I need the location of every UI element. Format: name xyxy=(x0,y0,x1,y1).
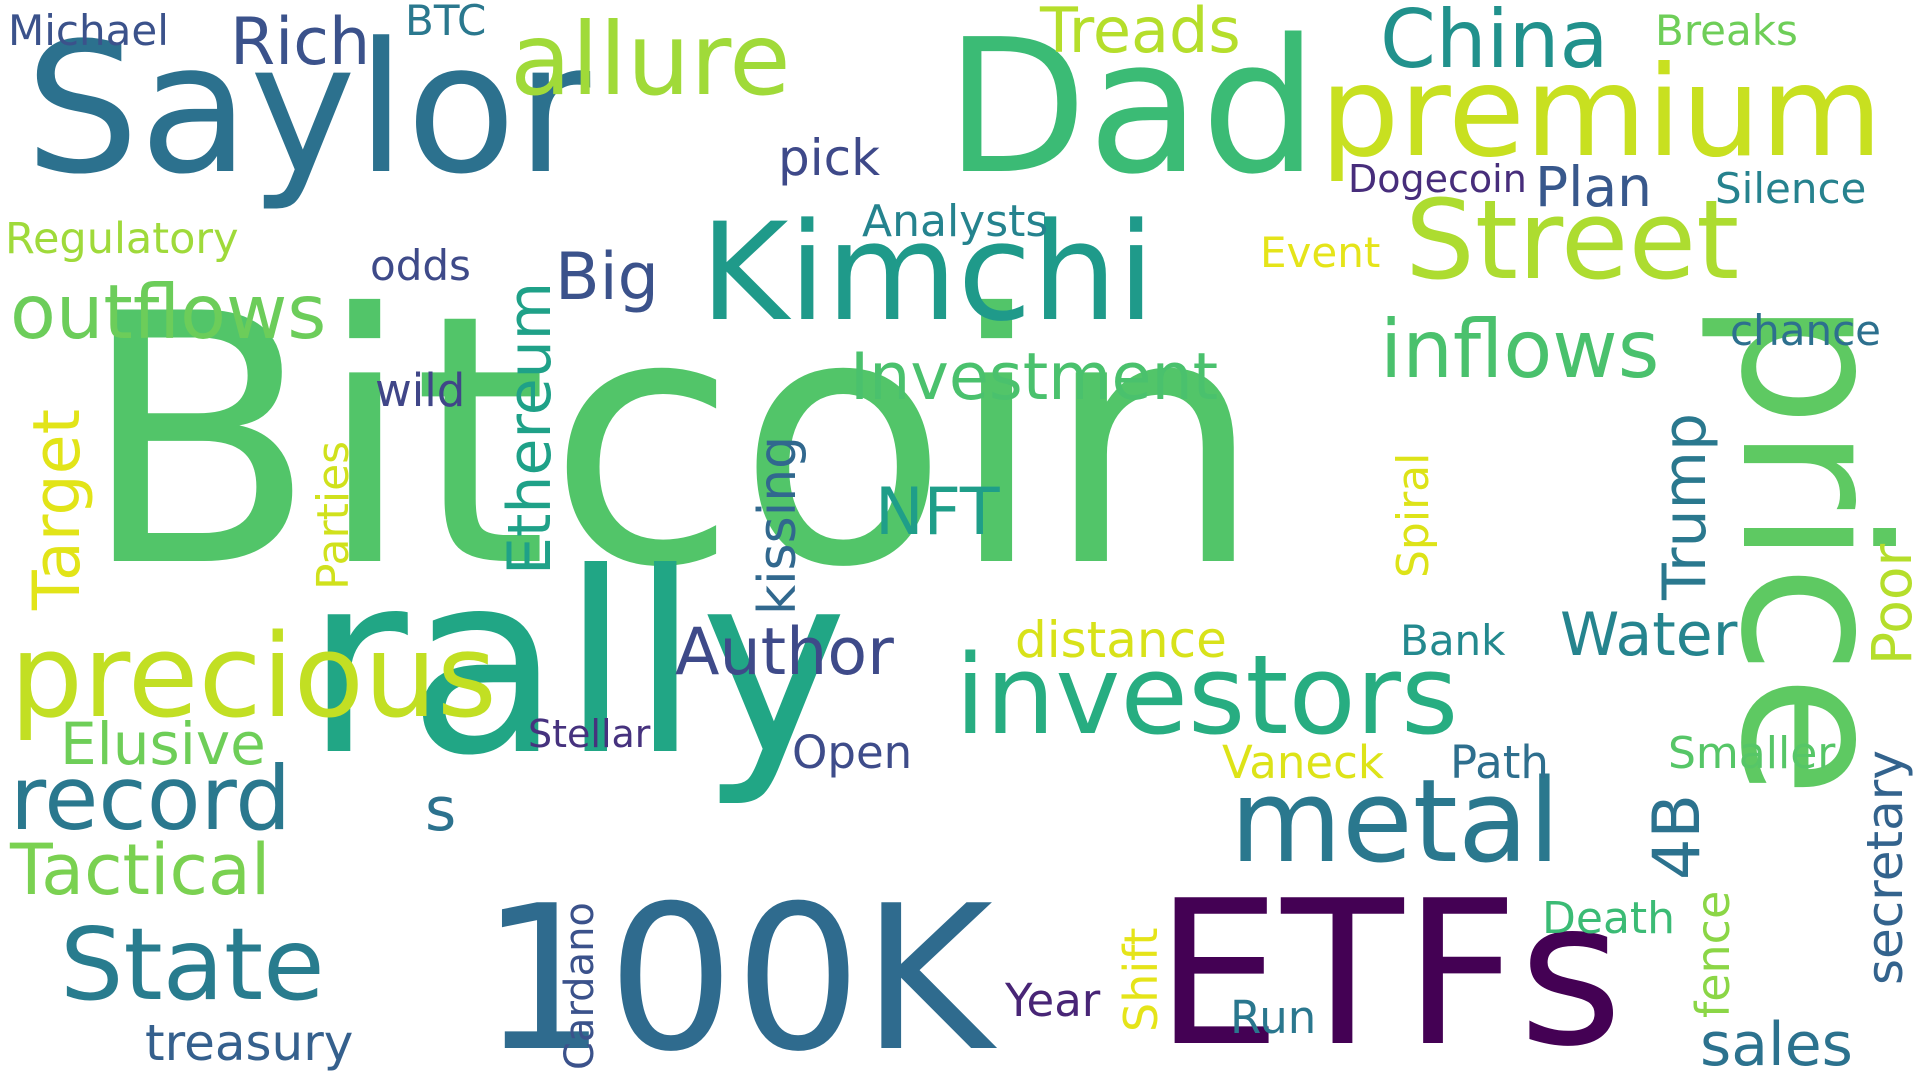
word-precious: precious xyxy=(10,610,497,744)
word-author: Author xyxy=(675,615,894,690)
word-parties: Parties xyxy=(308,440,359,590)
word-fence: fence xyxy=(1686,890,1740,1018)
word-analysts: Analysts xyxy=(862,196,1049,247)
word-regulatory: Regulatory xyxy=(5,214,239,264)
word-path: Path xyxy=(1450,736,1549,789)
word-s: s xyxy=(425,775,457,845)
word-secretary: secretary xyxy=(1856,750,1914,985)
word-bitcoin: Bitcoin xyxy=(80,242,1264,643)
word-cardano: Cardano xyxy=(557,902,603,1070)
word-death: Death xyxy=(1542,893,1676,944)
word-kissing: kissing xyxy=(748,435,808,615)
word-chance: chance xyxy=(1730,306,1881,355)
word-trump: Trump xyxy=(1650,412,1720,600)
word-pick: pick xyxy=(778,129,881,187)
word-ethereum: Ethereum xyxy=(495,281,565,575)
word-btc: BTC xyxy=(405,0,487,45)
word-spiral: Spiral xyxy=(1388,452,1439,578)
word-silence: Silence xyxy=(1715,164,1867,213)
word-event: Event xyxy=(1260,228,1381,277)
word-street: Street xyxy=(1405,176,1740,304)
word-outflows: outflows xyxy=(10,268,327,356)
word-allure: allure xyxy=(510,1,791,118)
word-rally: rally xyxy=(305,519,848,810)
word-elusive: Elusive xyxy=(60,710,266,778)
word-nft: NFT xyxy=(875,475,1000,550)
word-bank: Bank xyxy=(1400,616,1506,665)
word-sales: sales xyxy=(1700,1010,1853,1080)
word-record: record xyxy=(10,747,292,850)
word-shift: Shift xyxy=(1114,927,1168,1032)
word-investment: Investment xyxy=(850,340,1219,415)
word-premium: premium xyxy=(1320,40,1883,185)
word-rich: Rich xyxy=(230,5,371,80)
word-4b: 4B xyxy=(1640,794,1715,880)
word-kimchi: Kimchi xyxy=(700,194,1155,351)
word-investors: investors xyxy=(955,631,1459,759)
word-treasury: treasury xyxy=(145,1014,354,1072)
word-china: China xyxy=(1380,0,1609,86)
word-odds: odds xyxy=(370,241,471,290)
word-treads: Treads xyxy=(1040,0,1241,67)
word-wild: wild xyxy=(375,364,466,417)
word-poor: Poor xyxy=(1860,543,1920,665)
word-state: State xyxy=(60,906,325,1023)
word-100k: 100K xyxy=(480,863,993,1080)
word-target: Target xyxy=(20,408,95,610)
word-stellar: Stellar xyxy=(528,712,651,756)
word-breaks: Breaks xyxy=(1655,6,1798,55)
word-inflows: inflows xyxy=(1380,303,1660,396)
word-water: Water xyxy=(1560,600,1738,670)
word-plan: Plan xyxy=(1535,155,1653,219)
word-dad: Dad xyxy=(945,0,1319,215)
word-metal: metal xyxy=(1230,755,1561,889)
word-saylor: Saylor xyxy=(25,5,591,214)
word-vaneck: Vaneck xyxy=(1222,736,1384,789)
word-big: Big xyxy=(555,240,659,315)
word-dogecoin: Dogecoin xyxy=(1348,157,1527,201)
word-michael: Michael xyxy=(8,6,169,55)
word-tactical: Tactical xyxy=(10,829,271,911)
word-run: Run xyxy=(1230,991,1317,1044)
word-year: Year xyxy=(1005,974,1101,1027)
word-smaller: Smaller xyxy=(1668,728,1836,779)
word-etfs: ETFs xyxy=(1155,858,1623,1080)
word-open: Open xyxy=(792,726,913,779)
word-distance: distance xyxy=(1015,611,1227,669)
